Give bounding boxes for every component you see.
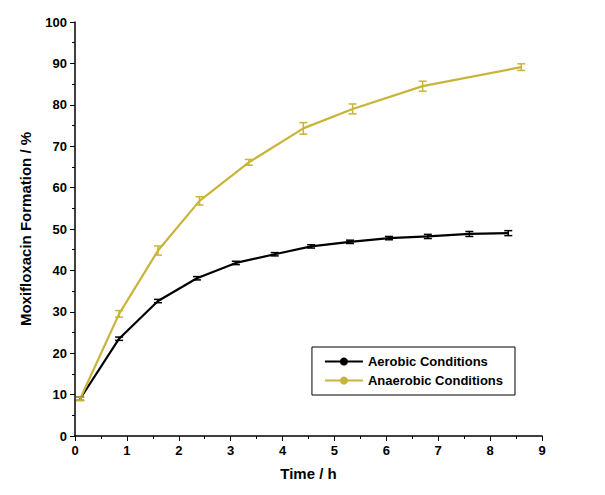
- svg-text:3: 3: [227, 443, 234, 458]
- svg-text:Moxifloxacin Formation / %: Moxifloxacin Formation / %: [17, 132, 34, 326]
- svg-text:70: 70: [53, 139, 67, 154]
- svg-text:100: 100: [45, 15, 67, 30]
- svg-text:20: 20: [53, 346, 67, 361]
- svg-text:0: 0: [71, 443, 78, 458]
- svg-text:1: 1: [123, 443, 130, 458]
- svg-text:0: 0: [60, 429, 67, 444]
- svg-text:4: 4: [279, 443, 287, 458]
- svg-text:Anaerobic Conditions: Anaerobic Conditions: [368, 373, 503, 388]
- svg-text:60: 60: [53, 180, 67, 195]
- svg-text:9: 9: [538, 443, 545, 458]
- svg-text:7: 7: [435, 443, 442, 458]
- svg-text:2: 2: [175, 443, 182, 458]
- svg-text:80: 80: [53, 97, 67, 112]
- svg-text:50: 50: [53, 222, 67, 237]
- svg-text:10: 10: [53, 387, 67, 402]
- svg-text:6: 6: [383, 443, 390, 458]
- svg-text:40: 40: [53, 263, 67, 278]
- svg-text:8: 8: [486, 443, 493, 458]
- svg-text:30: 30: [53, 304, 67, 319]
- svg-text:5: 5: [331, 443, 338, 458]
- svg-text:90: 90: [53, 56, 67, 71]
- svg-text:Time / h: Time / h: [280, 465, 336, 482]
- svg-text:Aerobic Conditions: Aerobic Conditions: [368, 354, 488, 369]
